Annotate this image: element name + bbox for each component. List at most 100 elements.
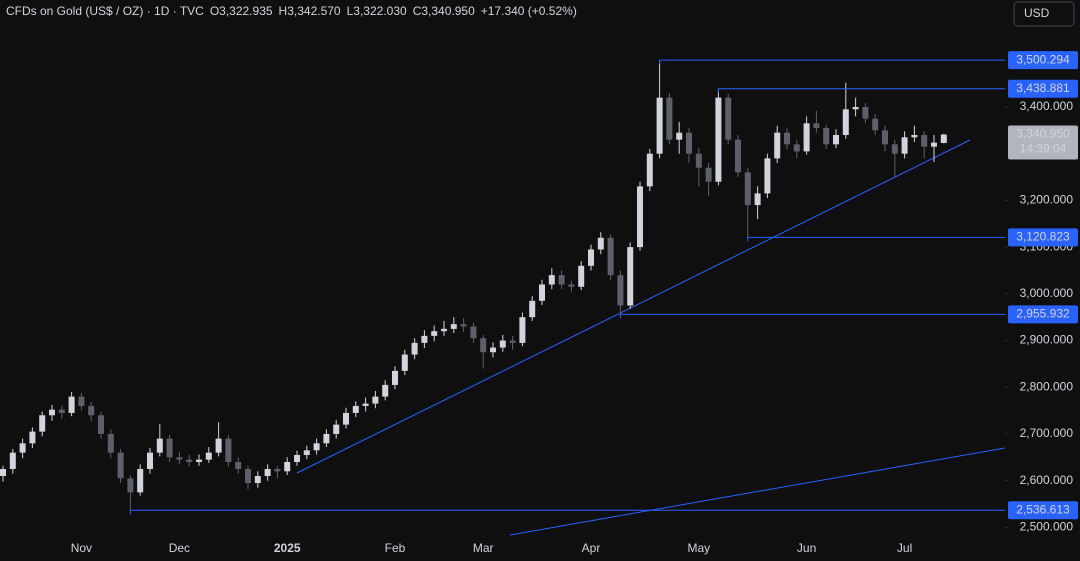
level-label-box: [1008, 501, 1078, 520]
candle-body: [490, 347, 496, 353]
candle-body: [313, 443, 320, 451]
candle-body: [842, 109, 849, 135]
x-tick-label: Feb: [385, 541, 406, 555]
candle-body: [646, 153, 653, 187]
candle-body: [166, 438, 173, 458]
y-tick-label: 2,900.000: [1020, 333, 1074, 347]
candle-body: [137, 468, 144, 493]
candle-body: [78, 396, 85, 406]
candle-body: [98, 415, 104, 434]
header-text: CFDs on Gold (US$ / OZ) · 1D · TVC O3,322…: [6, 4, 577, 18]
candle-body: [58, 409, 65, 413]
candle-body: [666, 97, 673, 140]
level-label: 3,500.294: [1016, 52, 1070, 66]
candle-body: [117, 452, 124, 479]
candle-body: [294, 454, 300, 462]
candle-body: [441, 328, 447, 332]
candle-body: [147, 452, 153, 469]
candle-body: [823, 127, 830, 145]
candle-body: [833, 135, 839, 145]
candle-body: [156, 438, 163, 453]
candle-body: [176, 457, 183, 460]
last-price-box: [1008, 125, 1078, 160]
candle-body: [882, 130, 888, 145]
x-tick-label: May: [687, 541, 710, 555]
level-label-box: [1008, 228, 1078, 247]
candle-body: [431, 331, 438, 336]
x-tick-label: 2025: [274, 541, 301, 555]
candle-body: [29, 431, 36, 444]
candle-body: [637, 186, 643, 248]
candle-body: [205, 452, 212, 460]
candle-body: [19, 443, 26, 453]
candle-body: [450, 324, 457, 329]
candle-body: [254, 476, 261, 484]
y-tick-label: 3,000.000: [1020, 286, 1074, 300]
candle-body: [676, 132, 683, 140]
level-label: 3,120.823: [1016, 230, 1070, 244]
level-label: 2,536.613: [1016, 502, 1070, 516]
candle-body: [235, 461, 242, 469]
y-tick-label: 3,400.000: [1020, 99, 1074, 113]
y-tick-label: 2,700.000: [1020, 426, 1074, 440]
symbol: CFDs on Gold (US$ / OZ) · 1D · TVC: [6, 4, 204, 18]
candle-body: [931, 142, 937, 147]
ohlc-value: 3,340.950: [421, 4, 475, 18]
ohlc-key: H: [279, 4, 288, 18]
level-label-box: [1008, 51, 1078, 70]
candle-body: [88, 405, 95, 416]
candle-body: [245, 468, 251, 484]
candle-body: [215, 438, 222, 453]
candle-body: [754, 193, 761, 206]
candle-body: [862, 106, 869, 119]
currency-label[interactable]: USD: [1024, 6, 1050, 20]
ohlc-key: C: [413, 4, 422, 18]
last-price-label: 3,340.950: [1016, 127, 1070, 141]
candle-body: [891, 144, 898, 154]
candle-body: [509, 340, 516, 343]
candle-body: [480, 338, 487, 353]
level-label: 3,438.881: [1016, 81, 1070, 95]
candle-body: [735, 139, 741, 173]
candle-body: [39, 415, 46, 432]
ohlc-value: 3,322.935: [219, 4, 273, 18]
currency-button[interactable]: [1013, 1, 1075, 27]
y-tick-label: 2,600.000: [1020, 473, 1074, 487]
candle-body: [470, 326, 477, 339]
candle-body: [715, 97, 722, 182]
trend-line: [296, 139, 971, 474]
candle-body: [901, 137, 908, 154]
candle-body: [744, 172, 751, 206]
ohlc-value: 3,322.030: [353, 4, 407, 18]
candle-body: [568, 284, 575, 287]
header: CFDs on Gold (US$ / OZ) · 1D · TVC O3,322…: [6, 4, 577, 18]
candle-body: [656, 97, 663, 154]
candle-body: [343, 412, 349, 425]
countdown: 14:39:04: [1020, 142, 1067, 156]
candle-body: [813, 123, 820, 128]
y-tick-label: 2,500.000: [1020, 520, 1074, 534]
candle-body: [793, 144, 800, 152]
candle-body: [705, 167, 712, 182]
candle-body: [940, 134, 947, 143]
x-tick-label: Dec: [169, 541, 190, 555]
candle-body: [401, 354, 408, 371]
candle-body: [774, 132, 781, 159]
x-tick-label: Nov: [71, 541, 92, 555]
change: +17.340 (+0.52%): [481, 4, 577, 18]
candle-body: [303, 450, 310, 455]
candle-body: [107, 433, 114, 453]
candle-body: [323, 433, 330, 444]
x-tick-label: Jul: [897, 541, 912, 555]
candle-body: [372, 396, 379, 404]
candle-body: [872, 118, 879, 131]
candle-body: [411, 342, 418, 355]
candle-body: [558, 275, 565, 285]
level-label-box: [1008, 79, 1078, 98]
candle-body: [284, 461, 291, 472]
y-tick-label: 3,200.000: [1020, 193, 1074, 207]
candle-body: [695, 153, 702, 168]
candle-body: [186, 459, 193, 462]
candle-body: [127, 478, 134, 493]
